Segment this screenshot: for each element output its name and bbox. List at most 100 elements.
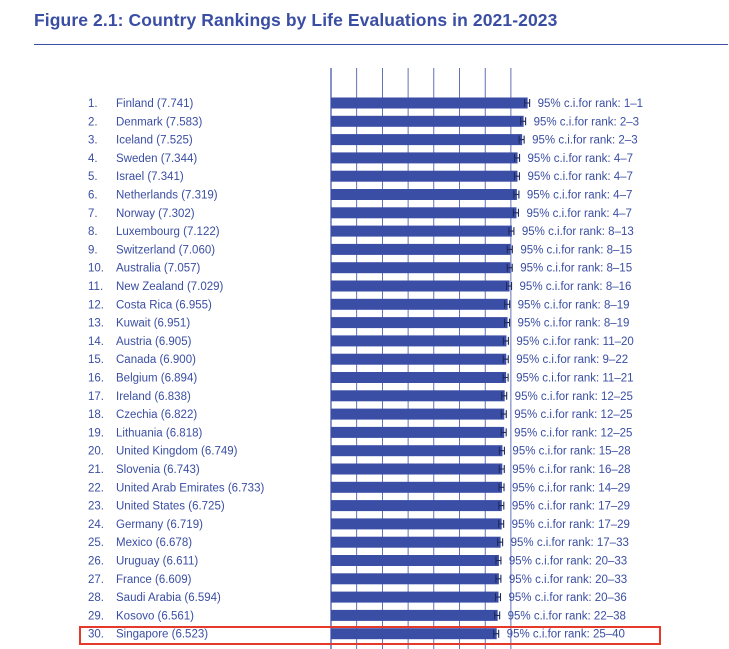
- ci-whisker: [504, 318, 511, 327]
- rank-label: 27.: [88, 574, 104, 586]
- rank-label: 22.: [88, 482, 104, 494]
- ci-whisker: [500, 428, 507, 437]
- rank-label: 29.: [88, 610, 104, 622]
- rank-label: 8.: [88, 226, 98, 238]
- country-label: Kuwait (6.951): [116, 318, 190, 330]
- rank-label: 11.: [88, 281, 103, 293]
- ci-whisker: [498, 501, 505, 510]
- ci-whisker: [497, 538, 504, 547]
- country-label: Switzerland (7.060): [116, 244, 215, 256]
- rank-label: 19.: [88, 427, 104, 439]
- rank-label: 23.: [88, 501, 104, 513]
- country-label: Belgium (6.894): [116, 373, 197, 385]
- rank-label: 25.: [88, 537, 104, 549]
- bar: [331, 207, 517, 219]
- rank-label: 9.: [88, 244, 98, 256]
- ci-label: 95% c.i.for rank: 8–19: [518, 318, 630, 330]
- country-label: Slovenia (6.743): [116, 464, 200, 476]
- rank-label: 21.: [88, 464, 104, 476]
- ci-whisker: [498, 465, 505, 473]
- country-label: United Kingdom (6.749): [116, 446, 238, 458]
- country-label: Luxembourg (7.122): [116, 226, 220, 238]
- rank-label: 14.: [88, 336, 104, 348]
- country-label: Finland (7.741): [116, 98, 194, 110]
- rank-label: 26.: [88, 556, 104, 568]
- bar: [331, 591, 499, 603]
- country-label: Kosovo (6.561): [116, 610, 194, 622]
- ci-whisker: [513, 153, 521, 162]
- rank-label: 13.: [88, 318, 104, 330]
- bar: [331, 536, 501, 548]
- bar: [331, 628, 497, 640]
- ci-label: 95% c.i.for rank: 2–3: [534, 116, 639, 128]
- bar: [331, 408, 505, 420]
- country-label: Germany (6.719): [116, 519, 203, 531]
- title-rule: [34, 44, 728, 45]
- rank-label: 16.: [88, 373, 104, 385]
- ci-label: 95% c.i.for rank: 22–38: [508, 610, 626, 622]
- rank-label: 5.: [88, 171, 98, 183]
- bar: [331, 372, 507, 383]
- country-label: Denmark (7.583): [116, 116, 202, 128]
- bar: [331, 317, 508, 329]
- ci-whisker: [506, 245, 513, 254]
- bar: [331, 152, 518, 164]
- ci-label: 95% c.i.for rank: 8–15: [520, 263, 632, 275]
- ci-label: 95% c.i.for rank: 20–33: [509, 556, 627, 568]
- bar: [331, 573, 499, 585]
- ci-whisker: [498, 446, 505, 455]
- ci-whisker: [493, 629, 500, 638]
- ci-whisker: [504, 300, 511, 309]
- bar: [331, 426, 505, 438]
- bar: [331, 280, 510, 292]
- rank-label: 7.: [88, 208, 98, 220]
- ci-whisker: [498, 519, 505, 528]
- rank-label: 30.: [88, 629, 104, 641]
- country-label: Lithuania (6.818): [116, 427, 202, 439]
- ci-whisker: [495, 574, 502, 583]
- ci-label: 95% c.i.for rank: 12–25: [514, 427, 632, 439]
- country-label: Israel (7.341): [116, 171, 184, 183]
- bar: [331, 353, 507, 365]
- rank-label: 6.: [88, 190, 98, 202]
- bar: [331, 500, 502, 512]
- rank-label: 28.: [88, 592, 104, 604]
- country-label: Uruguay (6.611): [116, 556, 198, 568]
- country-label: Czechia (6.822): [116, 409, 197, 421]
- ci-label: 95% c.i.for rank: 4–7: [527, 171, 632, 183]
- ci-whisker: [506, 263, 513, 272]
- bars: [331, 97, 531, 640]
- ci-label: 95% c.i.for rank: 8–19: [518, 299, 630, 311]
- ci-whisker: [508, 227, 515, 236]
- ci-label: 95% c.i.for rank: 15–28: [512, 446, 630, 458]
- ci-whisker: [494, 611, 501, 620]
- country-label: New Zealand (7.029): [116, 281, 224, 293]
- country-label: France (6.609): [116, 574, 192, 586]
- ci-whisker: [518, 135, 525, 144]
- bar: [331, 518, 502, 530]
- ci-label: 95% c.i.for rank: 11–20: [516, 336, 633, 348]
- country-label: Mexico (6.678): [116, 537, 192, 549]
- bar: [331, 243, 511, 255]
- bar: [331, 555, 499, 566]
- rank-label: 15.: [88, 354, 104, 366]
- ci-whisker: [502, 355, 509, 364]
- bar: [331, 445, 503, 457]
- country-label: United Arab Emirates (6.733): [116, 482, 264, 494]
- ci-label: 95% c.i.for rank: 9–22: [516, 354, 628, 366]
- country-label: Saudi Arabia (6.594): [116, 592, 221, 604]
- ci-label: 95% c.i.for rank: 25–40: [507, 629, 625, 641]
- rank-label: 4.: [88, 153, 98, 165]
- labels: 1. Finland (7.741) 95% c.i.for rank: 1–1 2.…: [88, 98, 643, 641]
- rank-label: 2.: [88, 116, 98, 128]
- ci-label: 95% c.i.for rank: 4–7: [528, 153, 633, 165]
- ci-whisker: [502, 373, 509, 382]
- bar: [331, 390, 505, 402]
- rank-label: 12.: [88, 299, 104, 311]
- ci-label: 95% c.i.for rank: 1–1: [538, 98, 643, 110]
- ci-whisker: [524, 99, 531, 107]
- ci-whisker: [495, 556, 502, 565]
- ci-whisker: [513, 172, 521, 181]
- ci-label: 95% c.i.for rank: 12–25: [515, 391, 633, 403]
